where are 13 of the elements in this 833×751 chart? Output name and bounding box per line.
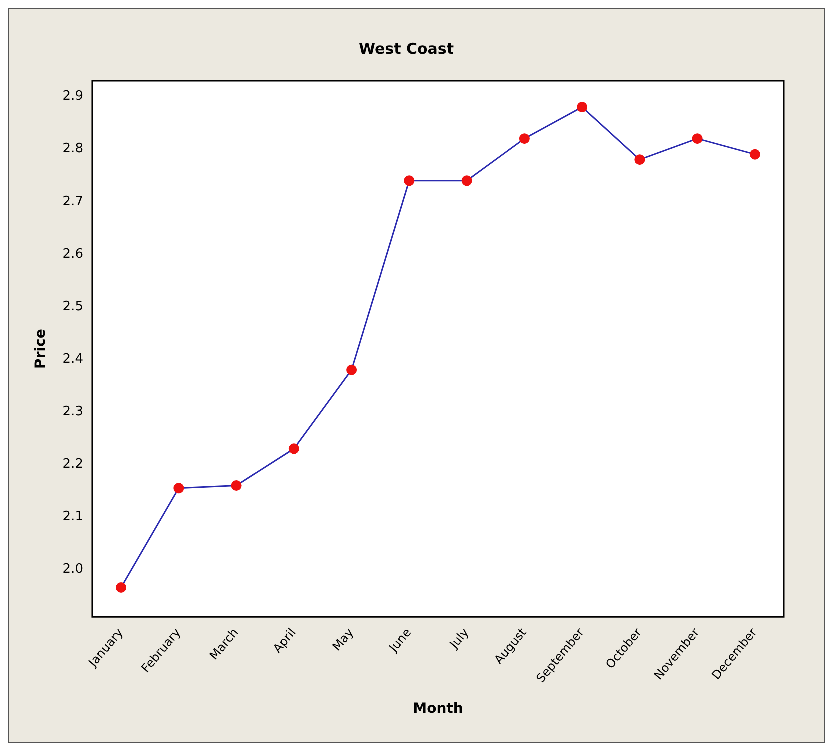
y-tick-label: 2.6	[62, 246, 84, 262]
y-tick-label: 2.5	[62, 299, 84, 314]
y-tick-label: 2.8	[62, 142, 84, 157]
y-tick-label: 2.0	[62, 562, 84, 578]
y-tick-label: 2.9	[62, 89, 84, 104]
y-tick-label: 2.2	[62, 457, 84, 472]
y-tick-label: 2.3	[62, 404, 84, 420]
y-tick-label: 2.1	[62, 510, 84, 525]
chart-title: West Coast	[358, 40, 454, 58]
y-axis-title: Price	[33, 329, 50, 369]
y-tick-label: 2.7	[62, 194, 84, 210]
x-axis-title: Month	[413, 701, 464, 718]
y-tick-label: 2.4	[62, 352, 84, 367]
